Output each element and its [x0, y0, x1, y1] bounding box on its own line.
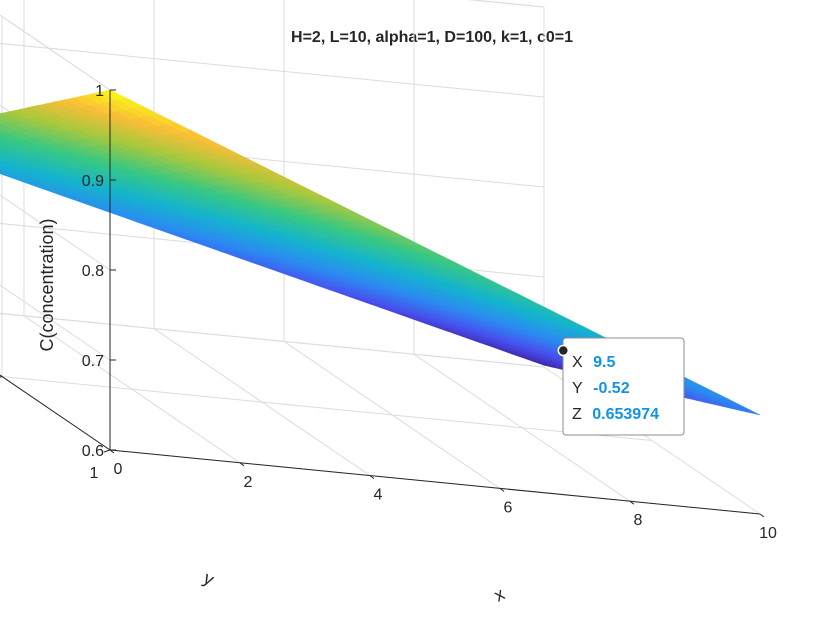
- x-tick-label: 6: [504, 499, 513, 516]
- box-edge: [0, 14, 111, 91]
- z-tick-label: 1: [95, 83, 104, 100]
- x-tick-label: 0: [114, 461, 123, 478]
- z-tick-label: 0.7: [82, 353, 104, 370]
- x-tick-label: 8: [634, 512, 643, 529]
- datatip-y-value: -0.52: [593, 380, 630, 397]
- x-tick-mark: [239, 462, 245, 467]
- datatip-z-value: 0.653974: [592, 406, 659, 423]
- x-tick-mark: [629, 500, 635, 505]
- backwall-gridline: [0, 42, 545, 98]
- x-tick-label: 4: [374, 487, 383, 504]
- datatip-x-value: 9.5: [593, 354, 615, 371]
- datatip[interactable]: X 9.5 Y -0.52 Z 0.653974: [562, 337, 685, 436]
- surface-patch: [100, 89, 128, 101]
- sidewall-gridline: [0, 194, 111, 271]
- x-tick-label: 10: [759, 525, 777, 542]
- x-axis-line: [109, 449, 761, 515]
- datatip-y-row: Y -0.52: [572, 380, 630, 397]
- datatip-y-key: Y: [572, 380, 583, 397]
- x-tick-mark: [369, 475, 375, 480]
- x-tick-mark: [759, 513, 765, 518]
- datatip-x-key: X: [572, 354, 583, 371]
- datatip-box: [562, 337, 685, 436]
- y-tick-mark: [103, 449, 111, 453]
- x-tick-label: 2: [244, 474, 253, 491]
- y-tick-mark: [0, 376, 3, 378]
- z-axis-label: C(concentration): [37, 218, 57, 351]
- z-tick-label: 0.9: [82, 173, 104, 190]
- x-tick-mark: [499, 487, 505, 492]
- backwall-gridline: [0, 312, 545, 368]
- datatip-marker[interactable]: [557, 344, 570, 357]
- sidewall-gridline: [0, 284, 111, 361]
- z-tick-label: 0.8: [82, 263, 104, 280]
- datatip-x-row: X 9.5: [572, 354, 615, 371]
- z-tick-label: 0.6: [82, 443, 104, 460]
- chart-title: H=2, L=10, alpha=1, D=100, k=1, c0=1: [291, 29, 573, 46]
- y-tick-label: 1: [90, 465, 99, 482]
- datatip-z-row: Z 0.653974: [572, 406, 659, 423]
- datatip-z-key: Z: [572, 406, 582, 423]
